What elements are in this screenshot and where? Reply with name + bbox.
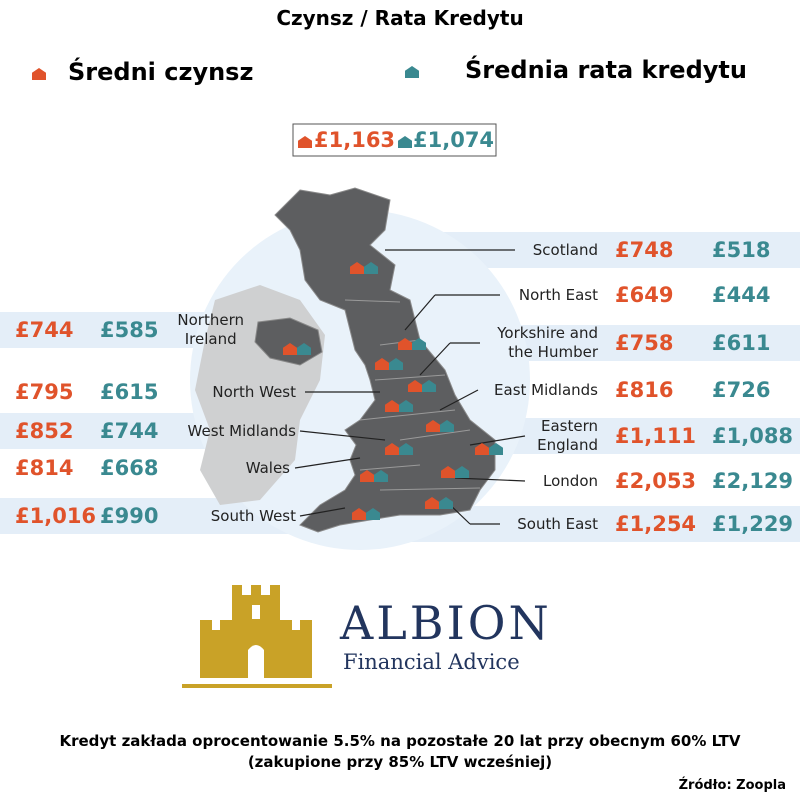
rent-value: £2,053	[615, 469, 697, 493]
rent-value: £795	[15, 380, 74, 404]
legend-icon	[364, 262, 378, 274]
mortgage-value: £726	[712, 378, 771, 402]
region-name-line: Eastern	[540, 417, 598, 435]
mortgage-value: £444	[712, 283, 771, 307]
national-box	[292, 123, 497, 157]
title: Czynsz / Rata Kredytu	[276, 6, 524, 30]
legend-icon	[441, 466, 455, 478]
rent-value: £758	[615, 331, 674, 355]
rent-value: £649	[615, 283, 674, 307]
region-name: Yorkshire and the Humber	[497, 324, 598, 362]
region-name: Scotland	[533, 241, 598, 260]
region-name: Northern Ireland	[177, 311, 244, 349]
legend-icon	[374, 470, 388, 482]
region-name-line: South East	[517, 514, 598, 533]
legend-icon	[412, 338, 426, 350]
rent-value: £852	[15, 419, 74, 443]
rent-value: £744	[15, 318, 74, 342]
legend-icon	[426, 420, 440, 432]
region-name-line: West Midlands	[187, 421, 296, 440]
legend-icon	[366, 508, 380, 520]
legend-icon	[399, 400, 413, 412]
rent-value: £814	[15, 456, 74, 480]
region-name: North West	[212, 383, 296, 402]
legend-icon	[385, 443, 399, 455]
legend-icon	[489, 443, 503, 455]
national-mortgage: £1,074	[413, 128, 495, 152]
legend-icon	[385, 400, 399, 412]
region-name-line: London	[543, 471, 598, 490]
legend-icon	[475, 443, 489, 455]
region-name: Wales	[246, 459, 290, 478]
legend-icon	[352, 508, 366, 520]
rent-value: £1,111	[615, 424, 697, 448]
region-name-line: Yorkshire and	[497, 324, 598, 342]
logo-castle	[182, 585, 332, 688]
legend-icon	[297, 343, 311, 355]
region-name-line: Scotland	[532, 240, 598, 259]
region-name-line: Northern	[177, 311, 244, 329]
mortgage-value: £668	[100, 456, 159, 480]
mortgage-value: £518	[712, 238, 771, 262]
mortgage-value: £2,129	[712, 469, 794, 493]
legend-icon	[408, 380, 422, 392]
legend-icon	[360, 470, 374, 482]
legend-icon	[440, 420, 454, 432]
region-name: South West	[211, 507, 296, 526]
mortgage-value: £1,229	[712, 512, 794, 536]
region-name-line: the Humber	[508, 343, 598, 361]
legend-icon	[389, 358, 403, 370]
logo-tagline: Financial Advice	[343, 650, 520, 674]
region-name-line: North East	[518, 285, 598, 304]
mortgage-value: £1,088	[712, 424, 794, 448]
region-name: North East	[519, 286, 598, 305]
rent-value: £816	[615, 378, 674, 402]
mortgage-value: £585	[100, 318, 159, 342]
rent-value: £1,016	[15, 504, 97, 528]
legend-icon	[425, 497, 439, 509]
region-name: West Midlands	[188, 422, 296, 441]
legend-icon	[283, 343, 297, 355]
region-name-line: Wales	[245, 458, 290, 477]
great-britain	[274, 187, 496, 533]
national-rent: £1,163	[314, 128, 396, 152]
mortgage-value: £990	[100, 504, 159, 528]
mortgage-value: £611	[712, 331, 771, 355]
legend-label: Średnia rata kredytu	[465, 56, 747, 84]
legend-icon	[405, 66, 419, 78]
mortgage-value: £744	[100, 419, 159, 443]
legend-icon	[422, 380, 436, 392]
legend-icon	[375, 358, 389, 370]
legend-icon	[439, 497, 453, 509]
leader-lines	[294, 249, 526, 525]
region-name: Eastern England	[537, 417, 598, 455]
logo-name: ALBION	[340, 596, 552, 650]
footnote-line: Kredyt zakłada oprocentowanie 5.5% na po…	[59, 732, 741, 750]
region-name-line: East Midlands	[494, 380, 598, 399]
region-name-line: North West	[212, 382, 296, 401]
mortgage-value: £615	[100, 380, 159, 404]
source: Źródło: Zoopla	[678, 778, 786, 793]
region-name-line: England	[537, 436, 598, 454]
region-name: South East	[517, 515, 598, 534]
legend-icon	[399, 443, 413, 455]
region-name-line: South West	[210, 506, 296, 525]
legend-icon	[350, 262, 364, 274]
legend-icon	[455, 466, 469, 478]
legend-icon	[398, 136, 412, 148]
legend-icon	[32, 68, 46, 80]
rent-value: £1,254	[615, 512, 697, 536]
legend-icon	[298, 136, 312, 148]
legend-label: Średni czynsz	[68, 58, 254, 86]
legend-icon	[398, 338, 412, 350]
rent-value: £748	[615, 238, 674, 262]
region-name: East Midlands	[494, 381, 598, 400]
footnote-line: (zakupione przy 85% LTV wcześniej)	[247, 753, 553, 771]
region-name: London	[543, 472, 598, 491]
region-name-line: Ireland	[184, 330, 237, 348]
